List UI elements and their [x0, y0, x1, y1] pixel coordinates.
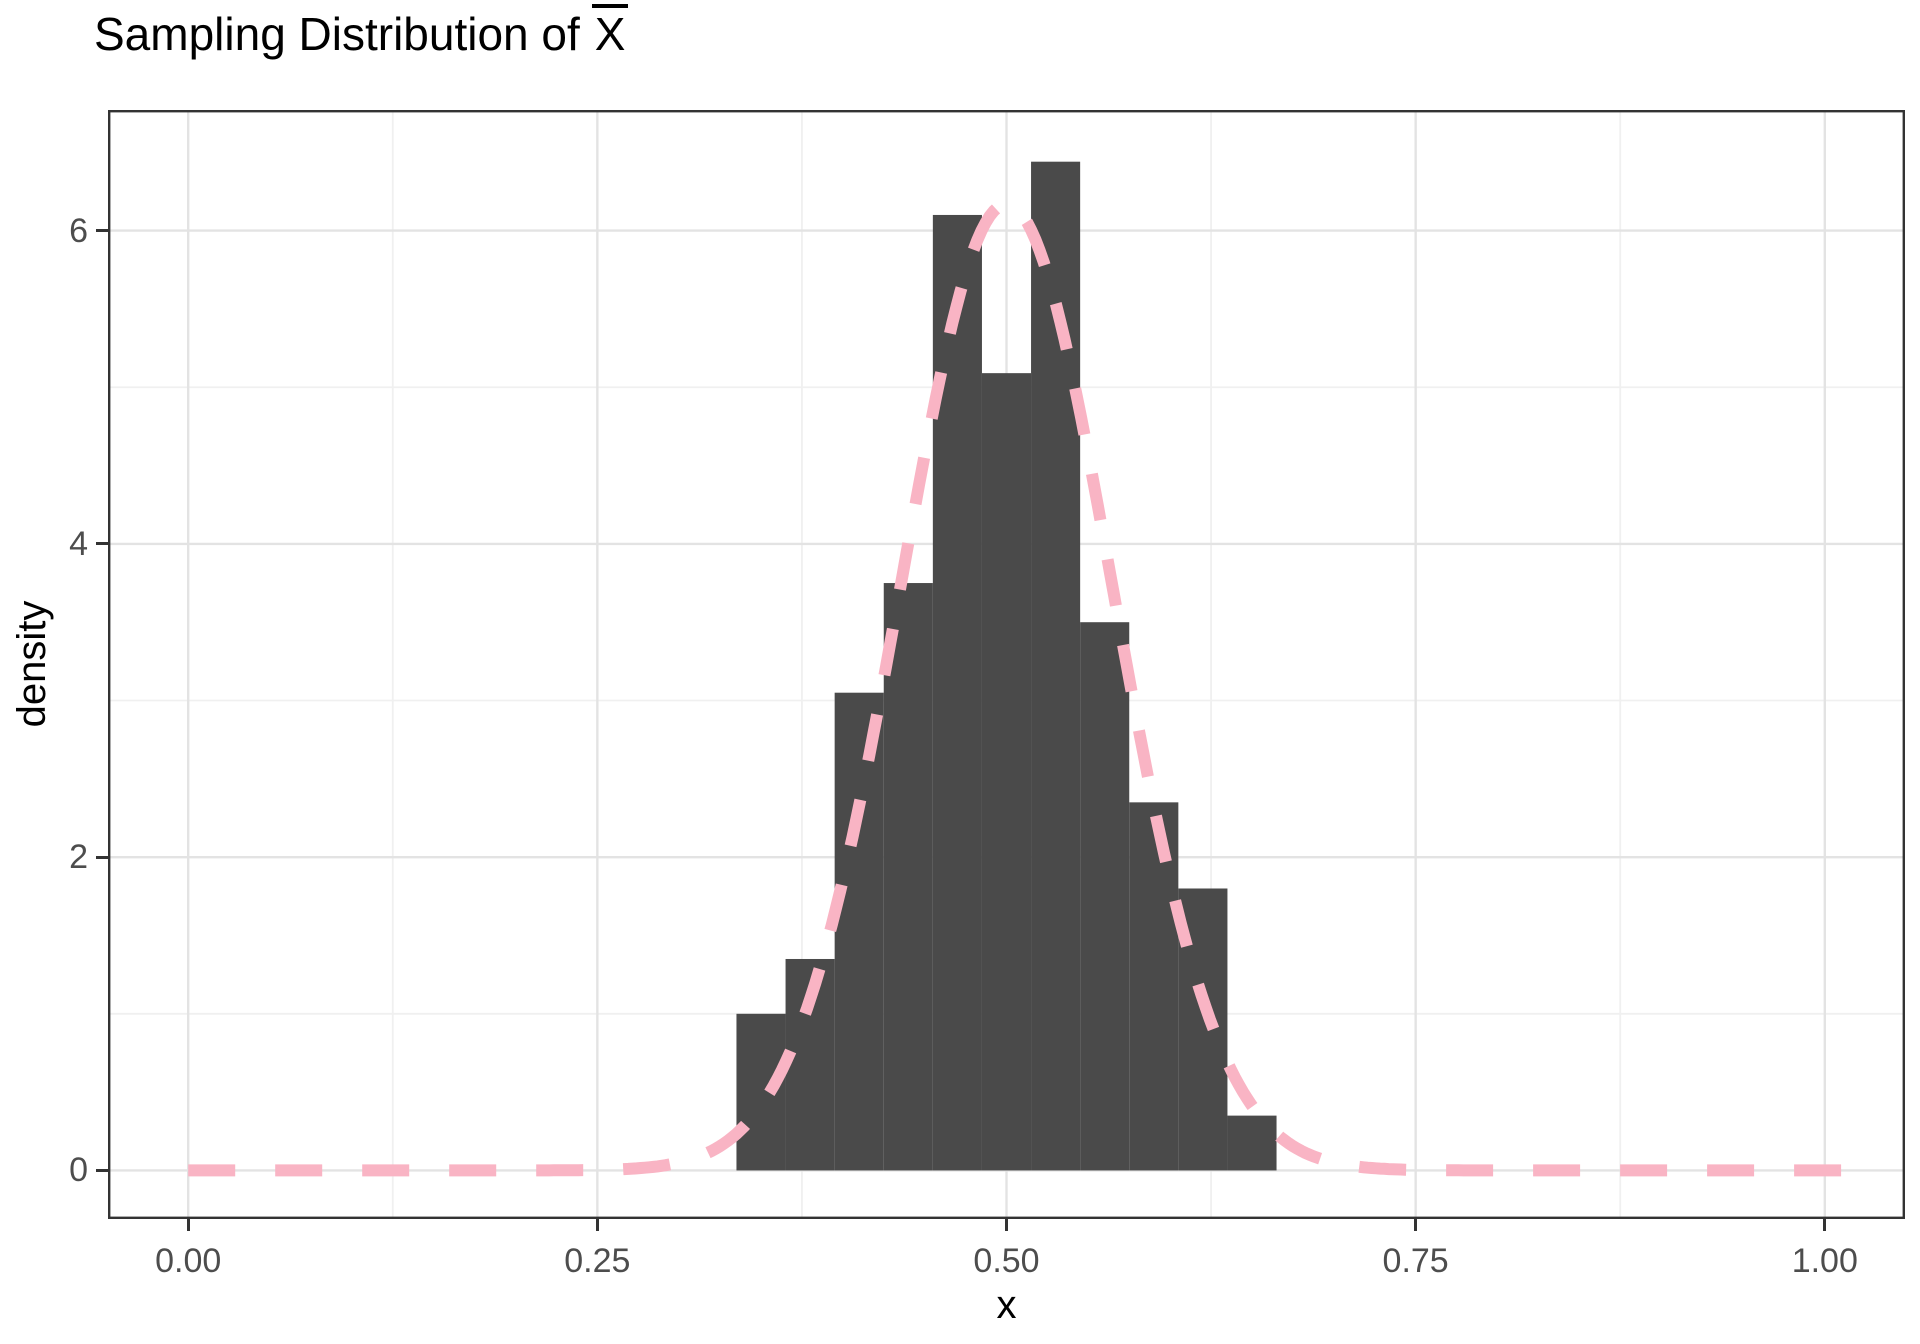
x-tick-label: 0.50 — [973, 1242, 1040, 1280]
xbar-symbol: X — [591, 4, 629, 58]
x-tick-label: 0.25 — [564, 1242, 631, 1280]
y-tick-label: 4 — [69, 524, 88, 563]
plot-title-text: Sampling Distribution of — [94, 8, 580, 60]
y-tick-mark — [96, 229, 108, 233]
y-tick-label: 6 — [69, 211, 88, 250]
x-tick-label: 1.00 — [1791, 1242, 1858, 1280]
x-tick-mark — [1414, 1219, 1418, 1231]
chart-svg — [108, 110, 1905, 1219]
histogram-bar — [932, 214, 982, 1171]
histogram-bar — [883, 583, 933, 1171]
y-tick-label: 2 — [69, 838, 88, 877]
histogram-bar — [736, 1013, 786, 1171]
histogram-bar — [1031, 161, 1081, 1171]
x-tick-mark — [1005, 1219, 1008, 1231]
histogram-bar — [1227, 1115, 1277, 1171]
x-tick-label: 0.75 — [1382, 1242, 1449, 1280]
y-tick-label: 0 — [69, 1151, 88, 1190]
y-tick-mark — [96, 855, 108, 859]
x-tick-mark — [595, 1219, 599, 1231]
y-tick-mark — [96, 542, 108, 546]
y-tick-mark — [96, 1168, 108, 1172]
plot-panel — [108, 110, 1905, 1219]
histogram-bar — [1080, 622, 1130, 1171]
histogram-bar — [834, 692, 884, 1171]
plot-title: Sampling Distribution of X — [94, 4, 629, 64]
histogram-bar — [981, 373, 1032, 1171]
x-tick-mark — [186, 1219, 190, 1231]
x-axis-title: x — [996, 1283, 1017, 1327]
panel-border — [108, 110, 1905, 1219]
normal-curve — [188, 197, 1850, 1177]
x-tick-mark — [1823, 1219, 1827, 1231]
histogram-bar — [1129, 802, 1179, 1171]
x-tick-label: 0.00 — [155, 1242, 222, 1280]
